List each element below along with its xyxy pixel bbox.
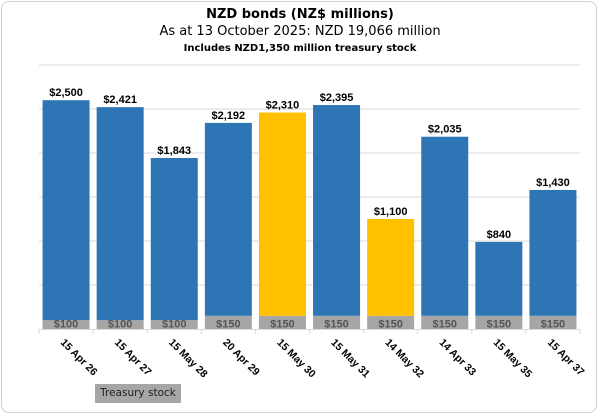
x-tick-label: 15 May 35 — [491, 337, 535, 381]
bar-treasury-stock — [475, 315, 523, 329]
bar-bond — [421, 136, 469, 316]
bond-data-label: $1,100 — [374, 206, 408, 218]
bar-bond — [150, 158, 198, 321]
bond-data-label: $2,395 — [320, 92, 354, 104]
bar-bond — [475, 241, 523, 316]
treasury-data-label: $100 — [108, 319, 132, 331]
bar-bond — [258, 112, 306, 316]
treasury-data-label: $150 — [216, 319, 240, 331]
x-tick-label: 15 May 30 — [274, 337, 318, 381]
treasury-data-label: $100 — [54, 319, 78, 331]
bar-treasury-stock — [313, 315, 361, 329]
treasury-data-label: $150 — [324, 319, 348, 331]
x-tick-label: 15 May 28 — [166, 337, 210, 381]
x-tick-label: 15 Apr 26 — [58, 337, 100, 379]
bar-bond — [204, 122, 252, 316]
treasury-data-label: $150 — [270, 319, 294, 331]
chart-note: Includes NZD1,350 million treasury stock — [183, 43, 417, 54]
x-tick-label: 14 May 32 — [383, 337, 427, 381]
bar-bond — [529, 189, 577, 316]
bar-bond — [367, 219, 415, 316]
x-tick-label: 14 Apr 33 — [437, 337, 479, 379]
bond-data-label: $1,430 — [536, 177, 570, 189]
treasury-data-label: $150 — [378, 319, 402, 331]
bond-data-label: $2,310 — [266, 100, 300, 112]
bar-treasury-stock — [421, 315, 469, 329]
x-tick-label: 15 Apr 37 — [545, 337, 587, 379]
bar-treasury-stock — [150, 320, 198, 329]
bond-data-label: $2,500 — [49, 87, 83, 99]
treasury-data-label: $150 — [487, 319, 511, 331]
bond-data-label: $1,843 — [157, 145, 191, 157]
bond-data-label: $2,192 — [212, 110, 246, 122]
treasury-data-label: $150 — [541, 319, 565, 331]
chart-subtitle: As at 13 October 2025: NZD 19,066 millio… — [159, 24, 441, 39]
bond-data-label: $2,421 — [103, 94, 137, 106]
bar-treasury-stock — [529, 315, 577, 329]
treasury-data-label: $150 — [433, 319, 457, 331]
legend-treasury-stock: Treasury stock — [95, 384, 181, 403]
x-tick-label: 15 Apr 27 — [112, 337, 154, 379]
bar-treasury-stock — [258, 315, 306, 329]
bar-treasury-stock — [367, 315, 415, 329]
bond-data-label: $2,035 — [428, 124, 462, 136]
treasury-data-label: $100 — [162, 319, 186, 331]
chart-title: NZD bonds (NZ$ millions) — [206, 7, 394, 22]
bar-bond — [96, 107, 144, 321]
bar-treasury-stock — [204, 315, 252, 329]
x-tick-label: 15 May 31 — [328, 337, 372, 381]
bond-data-label: $840 — [487, 229, 511, 241]
bar-treasury-stock — [42, 320, 90, 329]
bar-treasury-stock — [96, 320, 144, 329]
bar-bond — [313, 105, 361, 316]
x-tick-label: 20 Apr 29 — [220, 337, 262, 379]
bar-bond — [42, 100, 90, 321]
